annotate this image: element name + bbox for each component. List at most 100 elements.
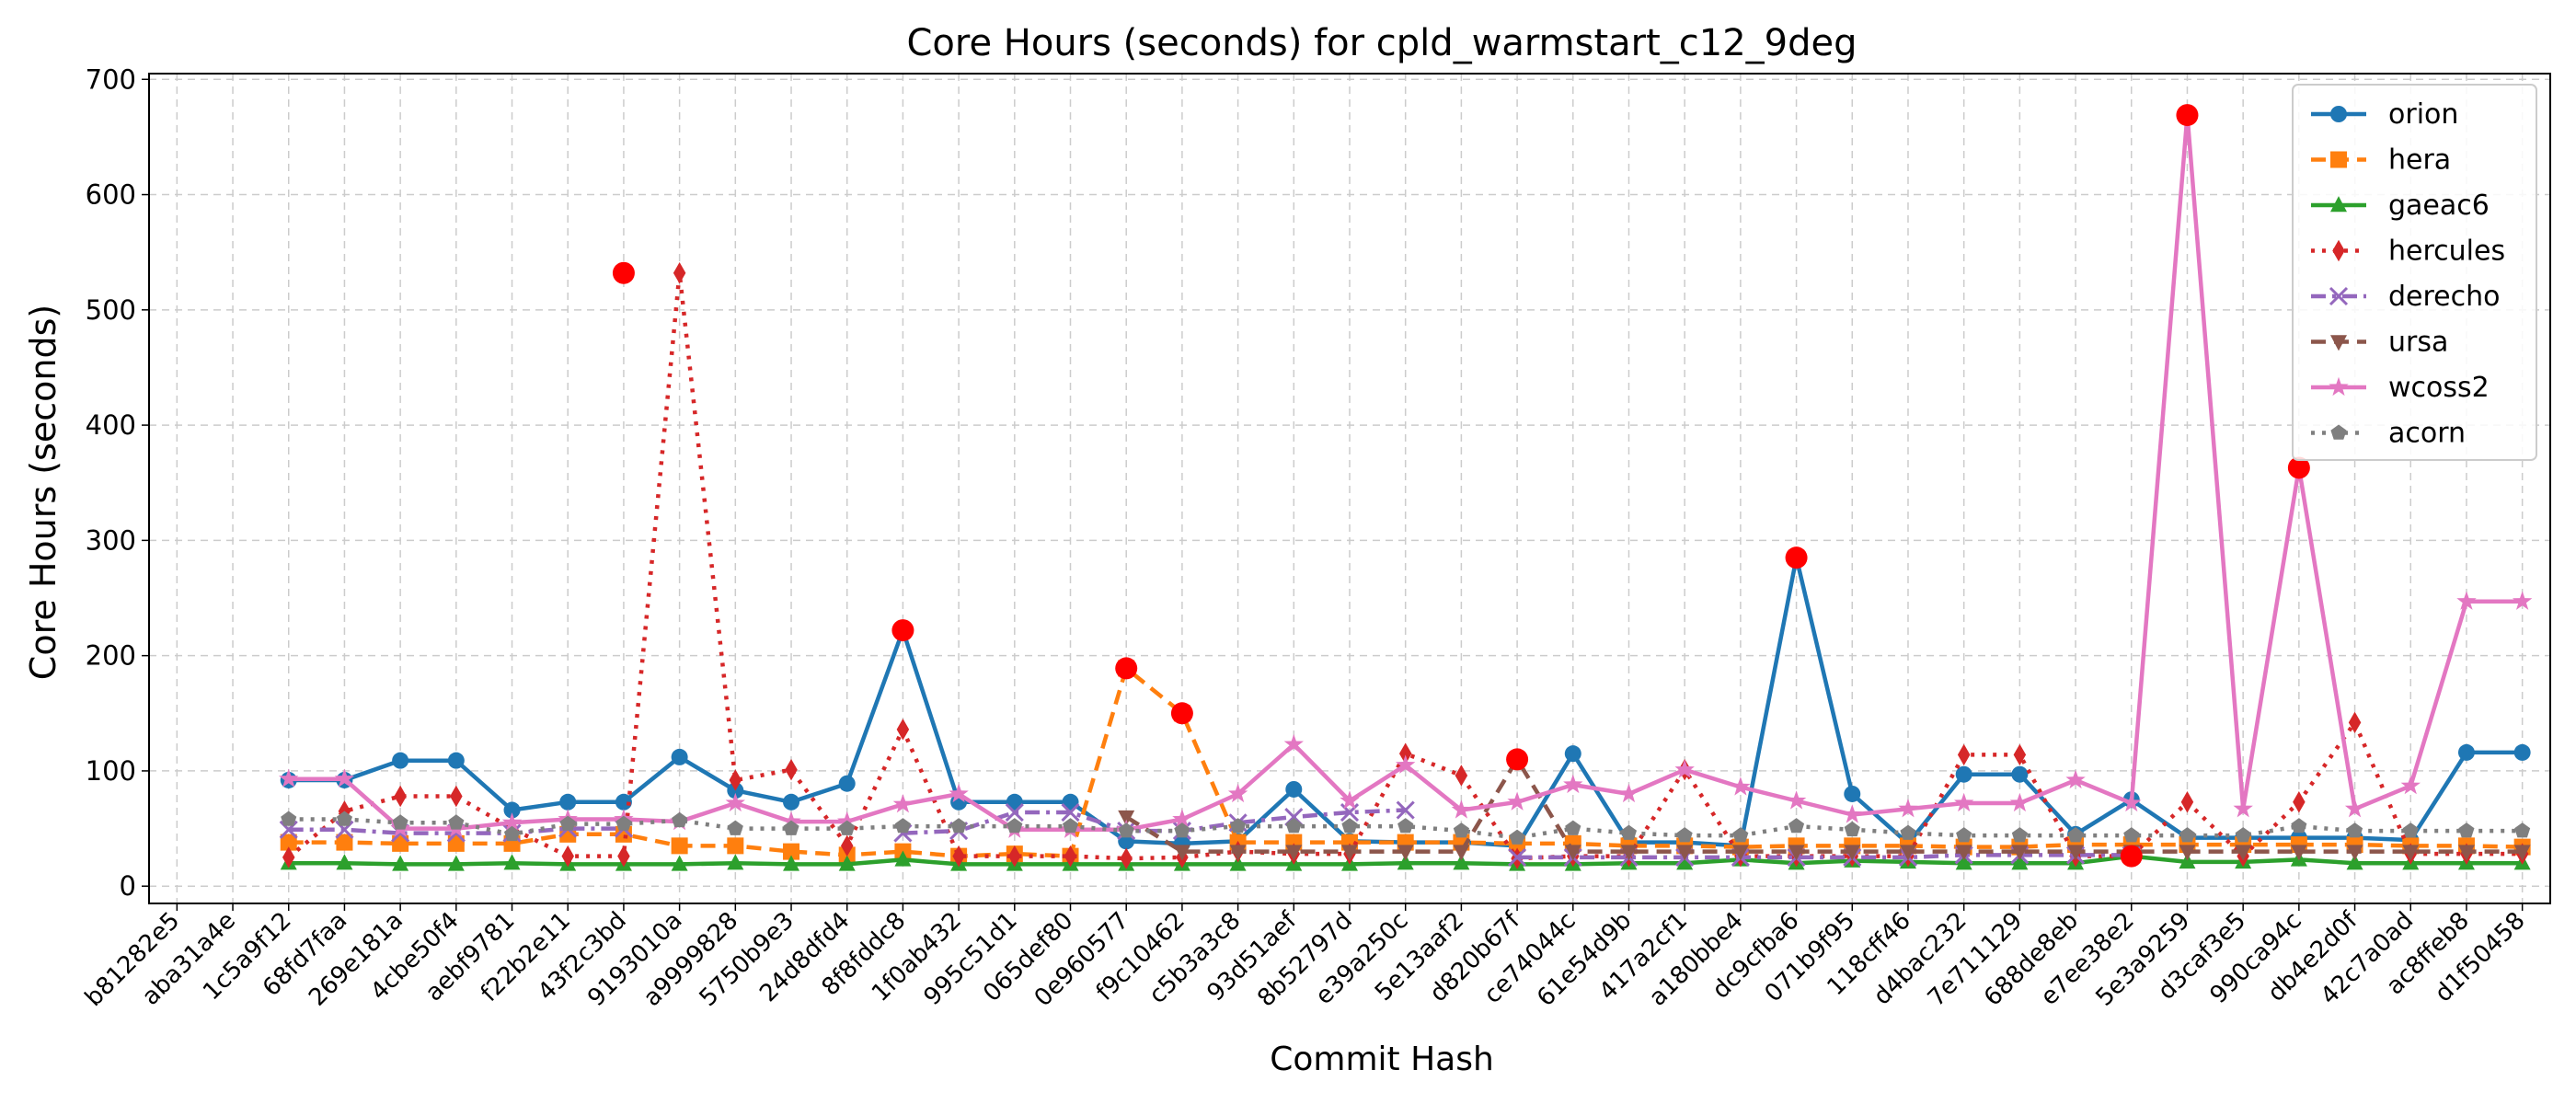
data-point-hera [447,834,465,852]
legend-marker-hera [2330,151,2347,168]
data-point-acorn [1956,827,1972,843]
data-point-gaeac6 [447,855,465,871]
data-point-acorn [2347,822,2363,838]
data-point-ursa [2067,845,2085,861]
data-point-ursa [1397,845,1414,861]
data-point-ursa [1564,845,1581,861]
y-axis-title: Core Hours (seconds) [23,305,63,680]
legend-item-ursa: ursa [2311,327,2448,359]
data-point-gaeac6 [1676,854,1694,870]
legend-marker-ursa [2330,335,2347,351]
data-point-derecho [1061,802,1080,822]
data-point-acorn [2067,827,2084,843]
data-point-orion [1285,780,1303,798]
series-ursa [1118,753,2531,861]
data-point-ursa [1229,845,1247,861]
data-point-ursa [1788,845,1805,861]
y-tick-label: 100 [86,755,136,787]
highlight-point [1170,702,1193,725]
data-point-wcoss2 [334,768,355,788]
data-point-wcoss2 [1396,754,1416,774]
data-point-orion [447,752,465,769]
data-point-hercules [1064,845,1077,868]
data-point-hercules [840,834,854,857]
data-point-acorn [448,814,465,830]
data-point-acorn [1174,822,1190,838]
legend-item-gaeac6: gaeac6 [2311,190,2490,222]
data-point-wcoss2 [2344,799,2365,818]
data-point-wcoss2 [725,792,745,812]
legend-item-orion: orion [2311,98,2458,131]
data-point-hera [671,837,688,855]
y-tick-label: 200 [86,640,136,672]
data-point-orion [1062,793,1079,811]
data-point-gaeac6 [894,850,912,867]
data-point-gaeac6 [1397,854,1414,870]
legend-item-acorn: acorn [2311,418,2466,450]
data-point-ursa [2290,845,2307,861]
legend-label: acorn [2388,418,2466,450]
data-point-gaeac6 [1229,855,1247,871]
data-point-acorn [1788,818,1805,834]
highlight-point [1506,748,1529,771]
data-point-acorn [2179,827,2195,843]
y-tick-label: 600 [86,179,136,211]
data-point-wcoss2 [2122,792,2142,812]
series-wcoss2 [279,104,2533,838]
data-point-wcoss2 [1786,790,1807,810]
data-point-ursa [2457,845,2475,861]
x-axis-title: Commit Hash [1270,1041,1494,1078]
y-tick-label: 0 [120,870,136,902]
series-line-acorn [288,817,2523,840]
data-point-hercules [785,758,798,781]
legend-item-wcoss2: wcoss2 [2311,372,2490,404]
data-point-ursa [2179,845,2196,861]
data-point-wcoss2 [2233,799,2253,818]
data-point-acorn [615,815,632,831]
highlight-point [2287,456,2310,479]
data-point-hercules [1455,765,1468,787]
data-point-acorn [783,820,799,835]
data-point-orion [2457,743,2475,761]
data-point-gaeac6 [2011,854,2029,870]
data-point-acorn [1732,827,1749,843]
data-point-orion [838,775,856,792]
data-point-wcoss2 [2513,591,2533,610]
series-acorn [281,811,2531,845]
data-point-hercules [561,845,574,868]
data-point-ursa [1453,845,1470,861]
data-point-wcoss2 [1954,792,1974,812]
data-point-wcoss2 [1227,783,1248,803]
data-point-gaeac6 [1453,854,1470,870]
data-point-derecho [1005,802,1024,822]
data-point-acorn [1118,822,1134,838]
chart-title: Core Hours (seconds) for cpld_warmstart_… [906,22,1857,64]
data-point-acorn [2458,822,2475,838]
data-point-ursa [2346,845,2363,861]
data-point-acorn [2291,818,2307,834]
data-point-hercules [282,846,295,868]
legend-marker-gaeac6 [2330,196,2347,213]
data-point-orion [783,793,800,811]
highlight-point [612,261,635,284]
legend-marker-derecho [2329,286,2349,306]
data-point-acorn [1844,821,1860,837]
legend-label: ursa [2388,327,2448,359]
data-point-hercules [2180,791,2194,813]
legend-label: gaeac6 [2388,190,2490,222]
legend-marker-orion [2330,106,2347,122]
axes: b81282e5aba31a4e1c5a9f1268fd7faa269e181a… [80,63,2531,1012]
data-point-acorn [894,818,911,834]
data-point-acorn [1565,820,1581,835]
highlight-point [891,619,914,642]
data-point-acorn [1063,818,1079,834]
data-point-orion [1844,785,1861,802]
series-line-hercules [287,270,2523,861]
data-point-derecho [279,820,298,839]
data-point-gaeac6 [838,855,856,871]
series-layer [279,104,2533,871]
data-point-gaeac6 [727,854,744,870]
data-point-ursa [1899,845,1916,861]
data-point-wcoss2 [1283,733,1304,753]
data-point-ursa [1285,845,1303,861]
